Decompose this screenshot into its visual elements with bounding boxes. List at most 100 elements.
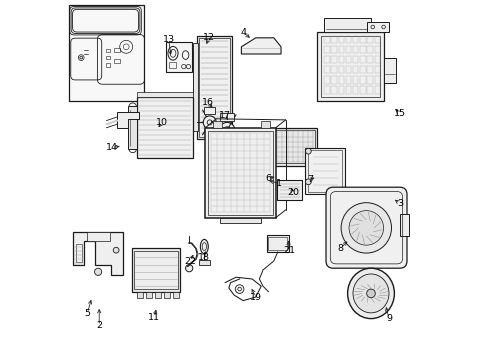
Circle shape [186,265,193,272]
Bar [114,48,120,52]
Bar [368,86,373,94]
Bar [166,42,192,72]
Bar [368,22,389,32]
Circle shape [80,56,83,59]
Text: 9: 9 [386,314,392,323]
Bar [69,5,144,101]
Circle shape [305,179,311,185]
Bar [199,260,210,265]
Ellipse shape [353,274,389,313]
Circle shape [203,116,216,129]
Bar [353,46,358,53]
Bar [87,232,110,241]
FancyBboxPatch shape [326,187,407,268]
Bar [368,46,373,53]
Bar [339,36,344,43]
Bar [169,62,176,68]
Bar [213,121,221,128]
Bar [137,97,193,158]
Bar [368,56,373,63]
Bar [106,63,110,67]
Circle shape [113,247,119,253]
Bar [331,46,337,53]
Text: 11: 11 [148,313,160,322]
Ellipse shape [200,239,208,254]
Bar [353,86,358,94]
Bar [164,292,170,298]
Circle shape [305,148,311,154]
Bar [368,66,373,73]
Bar [374,46,380,53]
Bar [400,214,409,236]
Text: 5: 5 [84,309,90,318]
Polygon shape [117,112,139,128]
Bar [353,76,358,84]
Bar [384,58,396,83]
Bar [339,86,344,94]
Bar [331,36,337,43]
Text: 14: 14 [106,143,118,152]
Polygon shape [242,38,281,54]
Bar [374,56,380,63]
Bar [204,107,215,114]
Circle shape [341,203,392,253]
Text: 6: 6 [266,174,271,183]
Bar [339,66,344,73]
Bar [346,46,351,53]
Bar [331,56,337,63]
Bar [208,131,273,215]
Bar [267,235,289,252]
Text: 19: 19 [250,292,262,302]
Text: 16: 16 [202,98,214,107]
Bar [261,121,270,128]
Bar [155,292,161,298]
Bar [106,56,110,59]
Text: 21: 21 [283,246,295,255]
Bar [270,130,315,163]
Text: 4: 4 [240,28,246,37]
Polygon shape [73,232,123,275]
Bar [277,180,302,200]
Bar [128,106,137,149]
Bar [324,86,330,94]
Text: 12: 12 [203,33,215,42]
Bar [360,86,366,94]
Bar [339,46,344,53]
Text: 17: 17 [219,111,231,120]
Bar [368,76,373,84]
Text: 22: 22 [184,256,196,265]
Bar [324,18,371,32]
Text: 18: 18 [197,253,210,262]
Bar [134,251,178,289]
Bar [360,36,366,43]
Bar [197,36,232,139]
Bar [339,56,344,63]
Circle shape [367,289,375,298]
Bar [374,66,380,73]
Bar [114,59,120,63]
Bar [220,113,234,121]
Bar [324,56,330,63]
Bar [331,86,337,94]
Text: 8: 8 [338,244,343,253]
Bar [346,86,351,94]
Bar [346,76,351,84]
Bar [317,32,384,101]
Bar [205,128,275,218]
Bar [324,46,330,53]
Bar [308,150,342,192]
Text: 20: 20 [287,188,299,197]
Bar [193,43,198,131]
Bar [320,36,380,97]
Bar [360,76,366,84]
Bar [374,36,380,43]
Text: 15: 15 [394,109,406,118]
Bar [331,76,337,84]
Bar [368,36,373,43]
Bar [346,36,351,43]
Bar [324,66,330,73]
Bar [360,66,366,73]
Bar [353,36,358,43]
Bar [137,92,193,97]
Text: 13: 13 [163,35,175,44]
